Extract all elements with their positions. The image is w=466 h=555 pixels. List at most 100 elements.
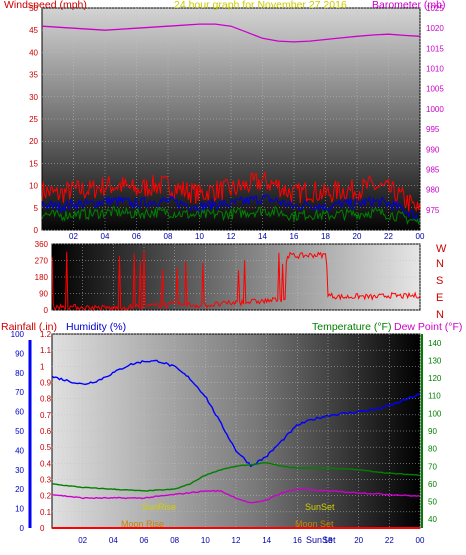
rainfall-tick-label: 0.2 [40, 492, 52, 501]
wind-x-tick-label: 22 [384, 232, 393, 241]
temperature-tick-label: 110 [428, 392, 441, 401]
barometer-line [41, 23, 421, 43]
windspeed-low-line [41, 205, 421, 225]
climate-x-tick-label: 10 [201, 536, 210, 545]
temperature-axis-title: Temperature (°F) [312, 321, 391, 333]
climate-x-tick-label: 22 [385, 536, 394, 545]
rainfall-tick-label: 0.4 [40, 459, 52, 468]
rainfall-tick-label: 0.1 [40, 508, 52, 517]
direction-tick-label: 270 [35, 257, 49, 266]
barometer-tick-label: 1010 [426, 65, 444, 74]
climate-x-tick-label: 14 [262, 536, 271, 545]
humidity-tick-label: 80 [15, 369, 24, 378]
rainfall-tick-label: 1.2 [40, 330, 52, 339]
barometer-tick-label: 995 [426, 125, 440, 134]
wind-tick-label: 45 [29, 26, 38, 35]
barometer-tick-label: 1005 [426, 85, 444, 94]
climate-x-tick-label: 00 [416, 536, 425, 545]
chart-title: 24 hour graph for November 27 2016 [174, 0, 347, 11]
wind-tick-label: 40 [29, 48, 38, 57]
wind-tick-label: 35 [29, 71, 38, 80]
temperature-tick-label: 60 [428, 480, 437, 489]
rainfall-tick-label: 1.1 [40, 346, 52, 355]
humidity-tick-label: 100 [11, 330, 25, 339]
climate-x-tick-label: 04 [109, 536, 118, 545]
wind-x-tick-label: 06 [132, 232, 141, 241]
barometer-axis-title: Barometer (mb) [372, 0, 446, 11]
moonrise-label: Moon Rise [121, 519, 164, 529]
rainfall-tick-label: 0.9 [40, 379, 52, 388]
wind-x-tick-label: 04 [101, 232, 110, 241]
humidity-tick-label: 40 [15, 446, 24, 455]
wind-tick-label: 0 [34, 226, 39, 235]
humidity-tick-label: 10 [15, 505, 24, 514]
barometer-tick-label: 975 [426, 206, 440, 215]
wind-tick-label: 5 [34, 204, 39, 213]
compass-label: S [436, 275, 443, 287]
barometer-tick-label: 1015 [426, 44, 444, 53]
climate-x-tick-label: 06 [140, 536, 149, 545]
humidity-line [51, 359, 421, 468]
climate-x-tick-label: 12 [232, 536, 241, 545]
compass-label: N [436, 309, 444, 321]
wind-x-tick-label: 16 [290, 232, 299, 241]
wind-x-tick-label: 08 [164, 232, 173, 241]
rainfall-tick-label: 0.7 [40, 411, 52, 420]
temperature-tick-label: 50 [428, 498, 437, 507]
rainfall-tick-label: 0 [40, 524, 45, 533]
grid-layer [42, 7, 421, 529]
humidity-tick-label: 20 [15, 485, 24, 494]
humidity-axis-title: Humidity (%) [66, 321, 126, 333]
climate-x-tick-label: 16 [293, 536, 302, 545]
temperature-tick-label: 100 [428, 409, 442, 418]
wind-tick-label: 25 [29, 115, 38, 124]
windspeed-gust-line [41, 171, 421, 213]
temperature-tick-label: 70 [428, 462, 437, 471]
wind-x-tick-label: 14 [258, 232, 267, 241]
wind-x-tick-label: 02 [69, 232, 78, 241]
wind-tick-label: 50 [29, 4, 38, 13]
temperature-line [51, 461, 420, 492]
climate-x-tick-label: 02 [78, 536, 87, 545]
windspeed-axis-title: Windspeed (mph) [4, 0, 87, 11]
rainfall-axis-title: Rainfall (.in) [1, 321, 57, 333]
direction-tick-label: 360 [35, 240, 49, 249]
dewpoint-axis-title: Dew Point (°F) [394, 321, 462, 333]
rainfall-tick-label: 0.5 [40, 443, 52, 452]
wind-x-tick-label: 10 [195, 232, 204, 241]
temperature-tick-label: 140 [428, 339, 442, 348]
dewpoint-line [52, 488, 421, 504]
wind-tick-label: 20 [29, 137, 38, 146]
series-layer [41, 23, 421, 529]
direction-tick-label: 0 [44, 306, 49, 315]
wind-x-tick-label: 12 [227, 232, 236, 241]
barometer-tick-label: 1000 [426, 105, 444, 114]
rainfall-tick-label: 0.3 [40, 476, 52, 485]
sunset-label: SunSet [305, 502, 335, 512]
climate-x-tick-label: 20 [354, 536, 363, 545]
direction-tick-label: 90 [39, 290, 48, 299]
temperature-tick-label: 120 [428, 374, 442, 383]
rainfall-tick-label: 0.8 [40, 395, 52, 404]
windspeed-average-line [41, 193, 421, 222]
wind-tick-label: 30 [29, 93, 38, 102]
climate-x-tick-label: 08 [170, 536, 179, 545]
humidity-tick-label: 0 [20, 524, 25, 533]
humidity-tick-label: 70 [15, 388, 24, 397]
moonset-label: Moon Set [295, 519, 334, 529]
humidity-tick-label: 60 [15, 408, 24, 417]
temperature-tick-label: 80 [428, 445, 437, 454]
sunrise-label: SunRise [142, 502, 176, 512]
humidity-tick-label: 50 [15, 427, 24, 436]
temperature-tick-label: 130 [428, 356, 442, 365]
barometer-tick-label: 990 [426, 145, 440, 154]
wind-direction-line [51, 250, 421, 312]
compass-label: N [436, 258, 444, 270]
temperature-tick-label: 90 [428, 427, 437, 436]
humidity-tick-label: 30 [15, 466, 24, 475]
rainfall-tick-label: 1 [40, 362, 45, 371]
wind-tick-label: 15 [29, 159, 38, 168]
wind-tick-label: 10 [29, 182, 38, 191]
wind-x-tick-label: 20 [353, 232, 362, 241]
